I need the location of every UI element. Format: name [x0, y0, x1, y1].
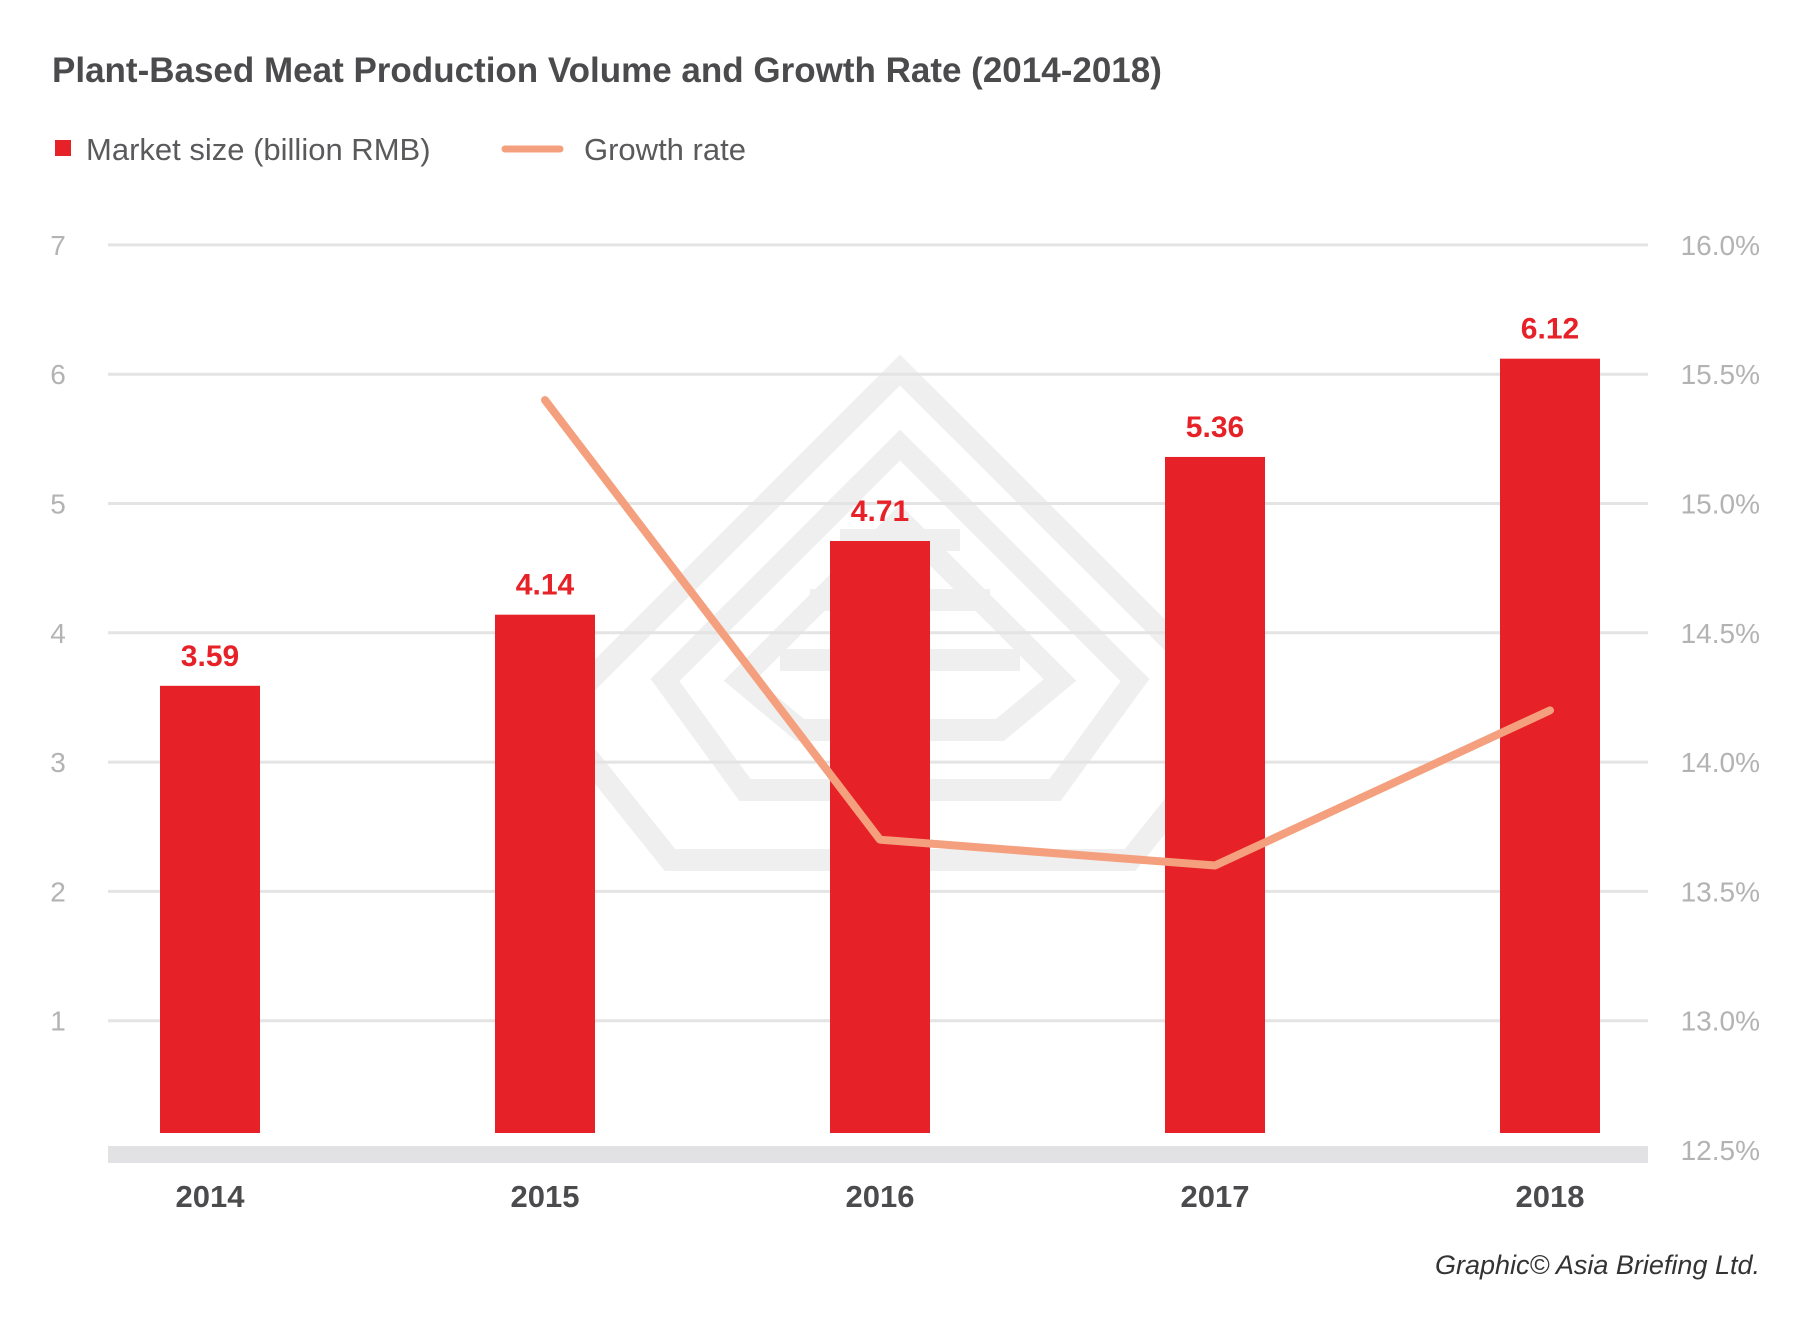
bar-value-label: 4.71: [851, 495, 909, 528]
bar-value-label: 6.12: [1521, 313, 1579, 346]
bar-2015: [495, 614, 595, 1133]
y-right-tick-label: 14.0%: [1681, 747, 1760, 778]
y-right-tick-label: 14.5%: [1681, 618, 1760, 649]
x-axis-baseline: [108, 1146, 1648, 1163]
x-category-label: 2016: [846, 1179, 915, 1214]
line-series: [541, 396, 1554, 870]
y-left-tick-label: 4: [50, 618, 66, 649]
y-left-tick-label: 5: [50, 489, 66, 520]
bar-value-label: 5.36: [1186, 411, 1244, 444]
x-category-label: 2018: [1516, 1179, 1585, 1214]
y-axis-right: 12.5% 13.0% 13.5% 14.0% 14.5% 15.0% 15.5% 16.0%: [1681, 230, 1760, 1166]
y-right-tick-label: 16.0%: [1681, 230, 1760, 261]
bar-series: [160, 358, 1600, 1134]
growth-rate-line: [541, 396, 1554, 870]
x-category-label: 2015: [511, 1179, 580, 1214]
x-category-label: 2014: [176, 1179, 246, 1214]
y-left-tick-label: 6: [50, 359, 66, 390]
bar-value-label: 4.14: [516, 569, 575, 602]
x-axis-categories: 2014 2015 2016 2017 2018: [176, 1179, 1585, 1214]
y-right-tick-label: 12.5%: [1681, 1135, 1760, 1166]
legend-bar-label: Market size (billion RMB): [86, 132, 431, 167]
legend-bar-swatch: [55, 140, 71, 156]
y-right-tick-label: 15.0%: [1681, 489, 1760, 520]
chart-title: Plant-Based Meat Production Volume and G…: [52, 51, 1162, 90]
bar-value-labels: 3.59 4.14 4.71 5.36 6.12: [181, 313, 1579, 673]
y-right-tick-label: 13.5%: [1681, 876, 1760, 907]
y-left-tick-label: 1: [50, 1006, 66, 1037]
y-right-tick-label: 13.0%: [1681, 1006, 1760, 1037]
legend-line-label: Growth rate: [584, 132, 746, 167]
legend: Market size (billion RMB) Growth rate: [55, 132, 746, 167]
bar-value-label: 3.59: [181, 640, 239, 673]
bar-2017: [1165, 456, 1265, 1133]
y-right-tick-label: 15.5%: [1681, 359, 1760, 390]
y-left-tick-label: 7: [50, 230, 66, 261]
bar-2014: [160, 685, 260, 1133]
x-category-label: 2017: [1181, 1179, 1250, 1214]
bar-2018: [1500, 358, 1600, 1134]
y-axis-left: 1 2 3 4 5 6 7: [50, 230, 66, 1037]
y-left-tick-label: 2: [50, 876, 66, 907]
y-left-tick-label: 3: [50, 747, 66, 778]
credit-text: Graphic© Asia Briefing Ltd.: [1435, 1250, 1760, 1280]
